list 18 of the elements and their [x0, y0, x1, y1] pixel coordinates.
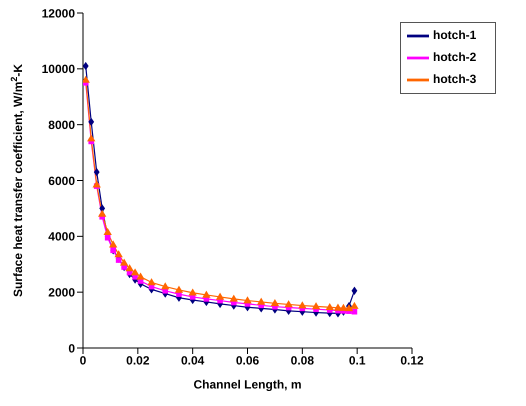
x-tick-label: 0.08: [290, 354, 314, 368]
y-tick-label: 0: [68, 341, 76, 356]
x-tick-label: 0.04: [180, 354, 205, 368]
x-tick-label: 0.1: [348, 354, 366, 368]
y-tick-label: 6000: [48, 174, 76, 188]
y-tick-label: 4000: [48, 230, 76, 244]
y-tick-label: 2000: [48, 285, 76, 300]
legend-label: hotch-2: [433, 50, 476, 64]
x-tick-label: 0.02: [126, 354, 150, 368]
y-tick-label: 8000: [48, 118, 76, 132]
x-axis-title: Channel Length, m: [194, 378, 302, 392]
x-tick-label: 0: [80, 354, 87, 368]
y-tick-label: 12000: [42, 6, 76, 20]
y-tick-label: 10000: [42, 62, 76, 76]
x-tick-label: 0.12: [400, 354, 424, 368]
legend-label: hotch-3: [433, 72, 476, 86]
legend-label: hotch-1: [433, 28, 476, 42]
x-tick-label: 0.06: [236, 354, 260, 368]
